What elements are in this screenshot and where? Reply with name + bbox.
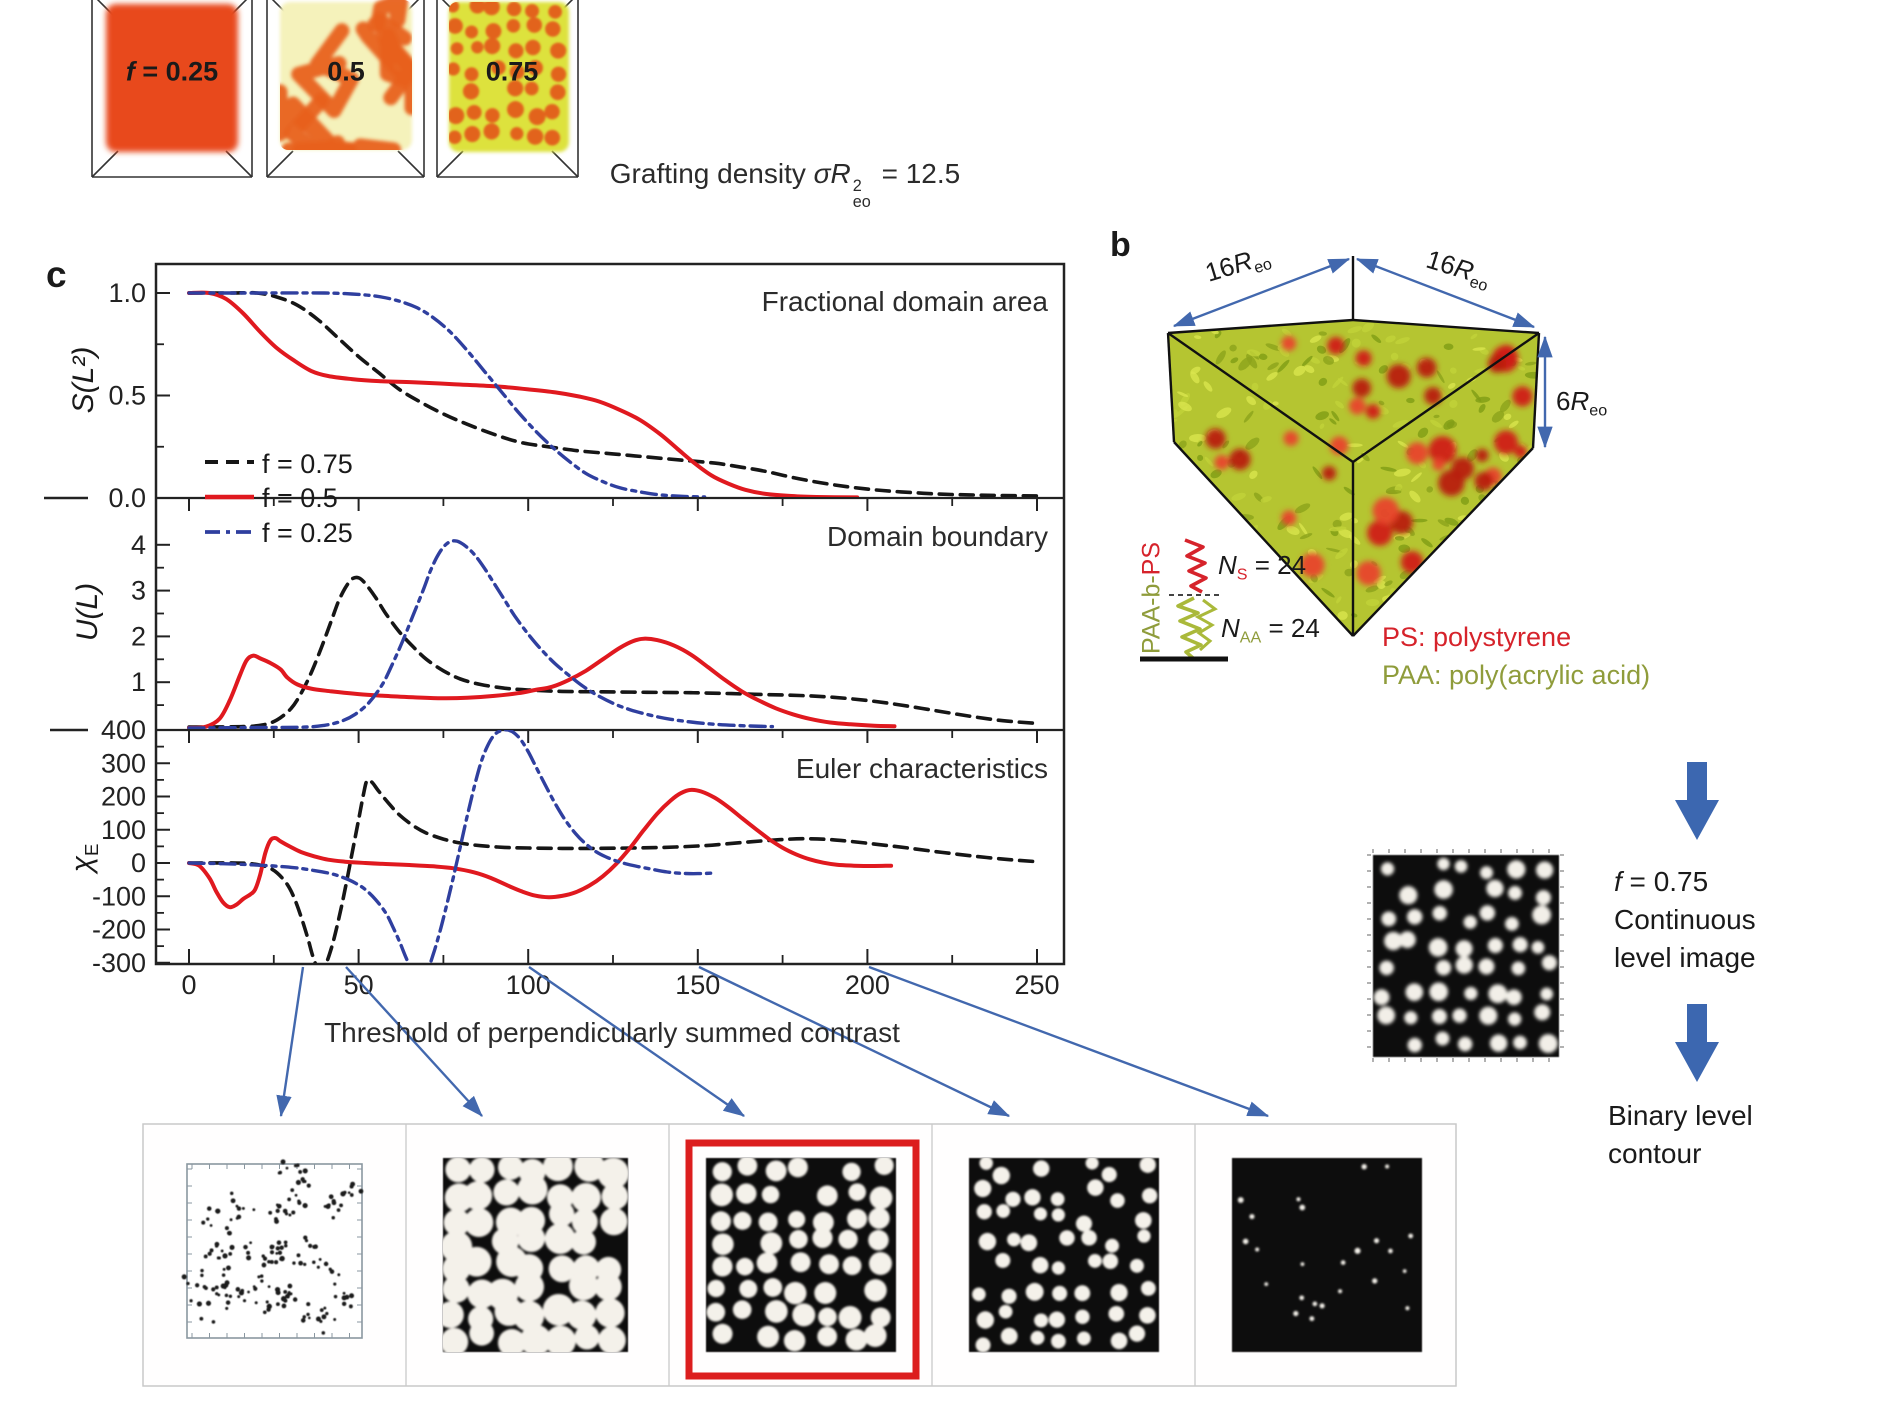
x-tick-label: 150 xyxy=(675,970,720,1000)
ps-legend-line: PS: polystyrene xyxy=(1382,622,1572,652)
curve-f025 xyxy=(187,291,707,497)
y-tick-label: 1.0 xyxy=(108,278,146,308)
y-tick-label: 200 xyxy=(101,782,146,812)
subplot-title-3: Euler characteristics xyxy=(795,753,1048,784)
legend-item-3: f = 0.25 xyxy=(262,518,353,548)
y-tick-label: -200 xyxy=(92,915,146,945)
curve-f075 xyxy=(187,575,1039,729)
y-tick-label: -100 xyxy=(92,881,146,911)
x-tick-label: 50 xyxy=(344,970,374,1000)
y-tick-label: 300 xyxy=(101,748,146,778)
y-tick-label: 400 xyxy=(101,715,146,745)
curve-f05 xyxy=(187,636,897,729)
dim-label-height: 6Reo xyxy=(1556,386,1608,420)
y-tick-label: -300 xyxy=(92,948,146,978)
sim-box-label-3: 0.75 xyxy=(485,56,539,87)
y-tick-label: 3 xyxy=(131,576,146,606)
curve-f075 xyxy=(187,778,1039,963)
x-axis-label: Threshold of perpendicularly summed cont… xyxy=(324,1017,900,1048)
panel-c-letter: c xyxy=(46,254,67,295)
polymer-chain-schematic xyxy=(1140,538,1228,662)
flow-line2: level image xyxy=(1614,942,1756,973)
x-tick-label: 0 xyxy=(181,970,196,1000)
y-tick-label: 0.0 xyxy=(108,483,146,513)
flow-binary2: contour xyxy=(1608,1138,1702,1169)
flow-line1: Continuous xyxy=(1614,904,1756,935)
ns-label: NS = 24 xyxy=(1218,550,1307,584)
subplot-title-2: Domain boundary xyxy=(826,521,1048,552)
flow-column-graphics xyxy=(1367,762,1719,1082)
paa-legend-line: PAA: poly(acrylic acid) xyxy=(1382,660,1651,690)
sim-box-label-2: 0.5 xyxy=(327,56,365,87)
curve-f025 xyxy=(187,730,717,963)
curve-f05 xyxy=(187,787,894,910)
selected-threshold-highlight xyxy=(685,1139,920,1380)
flow-binary1: Binary level xyxy=(1608,1100,1753,1131)
threshold-arrows xyxy=(276,965,1270,1118)
x-tick-label: 250 xyxy=(1014,970,1059,1000)
legend-item-1: f = 0.75 xyxy=(262,449,353,479)
y-tick-label: 1 xyxy=(131,667,146,697)
curve-f075 xyxy=(187,290,1039,497)
x-tick-label: 200 xyxy=(845,970,890,1000)
chain-label: PAA-b-PS xyxy=(1137,541,1166,655)
y-axis-label-bot: χE xyxy=(65,843,102,873)
y-tick-label: 4 xyxy=(131,530,146,560)
panel-c-curves xyxy=(187,290,1039,963)
y-tick-label: 0.5 xyxy=(108,381,146,411)
sim-box-label-1: f = 0.25 xyxy=(125,56,219,87)
y-tick-label: 0 xyxy=(131,848,146,878)
naa-label: NAA = 24 xyxy=(1221,613,1320,647)
grafting-density-title: Grafting density σR 2 eo = 12.5 xyxy=(609,158,961,211)
curve-f05 xyxy=(187,290,860,497)
y-axis-label-top: S(L²) xyxy=(67,346,100,414)
x-tick-label: 100 xyxy=(506,970,551,1000)
simulation-preview-boxes xyxy=(91,0,579,178)
subplot-title-1: Fractional domain area xyxy=(761,286,1048,317)
flow-f-label: f = 0.75 xyxy=(1614,866,1709,897)
y-tick-label: 100 xyxy=(101,815,146,845)
panel-b-graphic xyxy=(1166,256,1553,637)
legend-item-2: f = 0.5 xyxy=(262,483,338,513)
curve-f025 xyxy=(187,539,775,729)
panel-c-axes: 0 50 100 150 200 2501.00.50.04321400300200100… xyxy=(44,262,1066,1000)
panel-c-legend-samples xyxy=(205,460,254,534)
panel-b-letter: b xyxy=(1110,226,1131,264)
y-axis-label-mid: U(L) xyxy=(71,582,104,642)
y-tick-label: 2 xyxy=(131,621,146,651)
binary-image-strip xyxy=(142,1123,1457,1387)
